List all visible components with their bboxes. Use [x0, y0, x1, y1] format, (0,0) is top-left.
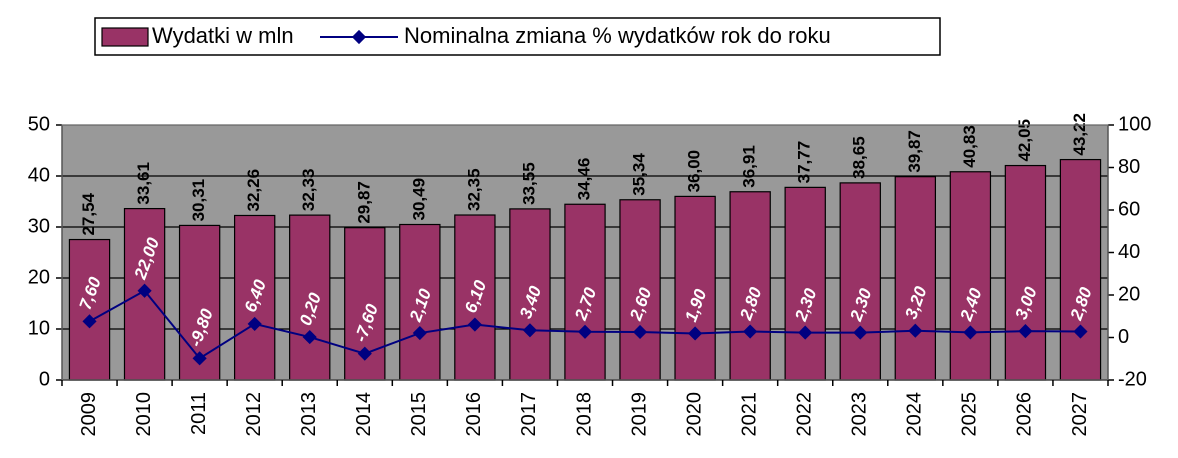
- legend-label: Nominalna zmiana % wydatków rok do roku: [404, 23, 831, 48]
- x-tick-label: 2024: [904, 392, 926, 437]
- bar-value-label: 38,65: [850, 136, 869, 179]
- bar: [674, 195, 716, 381]
- legend-label: Wydatki w mln: [152, 23, 294, 48]
- line-marker: [1018, 324, 1033, 339]
- y2-tick-label: 60: [1118, 198, 1140, 220]
- line-marker: [192, 351, 207, 366]
- line-marker: [412, 325, 427, 341]
- bar-value-label: 32,35: [464, 168, 483, 211]
- y2-tick-label: 80: [1118, 156, 1140, 178]
- bar-value-label: 30,31: [189, 179, 208, 222]
- line-marker: [963, 325, 978, 340]
- bar-value-label: 27,54: [79, 192, 98, 235]
- line-marker: [577, 324, 593, 339]
- bar: [1004, 164, 1047, 381]
- bar-value-label: 32,33: [299, 169, 318, 212]
- bar: [949, 171, 992, 381]
- y-tick-label: 50: [28, 113, 50, 135]
- x-tick-label: 2015: [408, 392, 430, 437]
- bar-value-label: 33,55: [519, 162, 538, 205]
- bar: [839, 182, 881, 381]
- bar-value-label: 36,91: [740, 145, 759, 188]
- bar: [399, 223, 441, 381]
- legend-box: [94, 17, 941, 56]
- line-marker: [357, 346, 372, 361]
- x-tick-label: 2012: [243, 392, 265, 437]
- bar: [289, 214, 331, 381]
- y2-tick-label: -20: [1118, 368, 1147, 390]
- x-tick-label: 2021: [738, 392, 760, 437]
- bar-value-label: 29,87: [354, 181, 373, 224]
- x-tick-label: 2016: [463, 392, 485, 437]
- bar-value-label: 30,49: [409, 178, 428, 221]
- x-tick-label: 2025: [959, 392, 981, 437]
- bar: [564, 203, 606, 381]
- x-tick-label: 2009: [78, 392, 100, 437]
- x-tick-label: 2010: [133, 392, 155, 437]
- y2-tick-label: 40: [1118, 241, 1140, 263]
- line-marker: [302, 330, 317, 345]
- line-marker: [137, 283, 152, 298]
- bar-value-label: 36,00: [685, 150, 704, 193]
- x-tick-label: 2026: [1014, 392, 1036, 437]
- y2-tick-label: 100: [1118, 113, 1151, 135]
- line-marker: [522, 323, 538, 338]
- bar-value-label: 40,83: [960, 125, 979, 168]
- line-marker: [688, 326, 703, 341]
- line-marker: [798, 325, 813, 340]
- bar-value-label: 39,87: [905, 130, 924, 173]
- line-marker: [743, 324, 758, 339]
- line-marker: [853, 325, 868, 340]
- y-tick-label: 40: [28, 164, 50, 186]
- x-tick-label: 2020: [683, 392, 705, 437]
- x-tick-label: 2013: [298, 392, 320, 437]
- line-marker: [467, 317, 482, 332]
- bar: [233, 214, 276, 381]
- bar-value-label: 33,61: [134, 162, 153, 205]
- bar-value-label: 37,77: [795, 141, 814, 184]
- bar: [619, 199, 661, 381]
- bar-value-label: 35,34: [630, 153, 649, 196]
- x-tick-label: 2022: [793, 392, 815, 437]
- x-tick-label: 2019: [628, 392, 650, 437]
- legend-marker: [351, 29, 367, 45]
- bar-value-label: 32,26: [244, 169, 263, 212]
- line-marker: [82, 314, 97, 329]
- bar-value-label: 42,05: [1015, 119, 1034, 162]
- bar: [1059, 158, 1102, 381]
- x-tick-label: 2027: [1069, 392, 1091, 437]
- bar: [509, 208, 551, 381]
- bar: [784, 186, 826, 381]
- y2-tick-label: 20: [1118, 283, 1140, 305]
- y-tick-label: 0: [39, 368, 50, 390]
- line-marker: [247, 316, 262, 331]
- x-tick-label: 2011: [188, 392, 210, 435]
- line-marker: [908, 323, 923, 338]
- y-tick-label: 30: [28, 215, 50, 237]
- line-marker: [1073, 324, 1088, 339]
- line-marker: [632, 324, 648, 340]
- bar: [454, 214, 496, 381]
- x-tick-label: 2014: [353, 392, 375, 437]
- x-tick-label: 2023: [849, 392, 871, 437]
- plot-border: [61, 124, 1109, 381]
- legend-swatch: [101, 27, 149, 47]
- bar: [729, 191, 771, 381]
- bar-value-label: 43,22: [1070, 113, 1089, 156]
- bar: [894, 176, 937, 381]
- y2-tick-label: 0: [1118, 326, 1129, 348]
- y-tick-label: 20: [28, 266, 50, 288]
- x-tick-label: 2018: [573, 392, 595, 437]
- y-tick-label: 10: [28, 317, 50, 339]
- bar-value-label: 34,46: [574, 158, 593, 201]
- x-tick-label: 2017: [518, 392, 540, 437]
